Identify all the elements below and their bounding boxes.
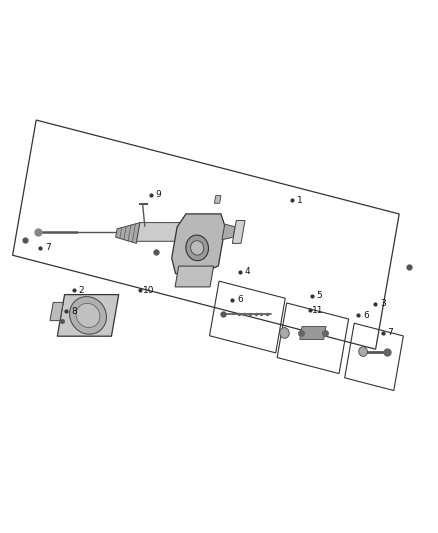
Ellipse shape: [191, 241, 204, 255]
Text: 10: 10: [142, 286, 154, 295]
Text: 3: 3: [380, 299, 385, 308]
Text: 9: 9: [156, 190, 162, 199]
Text: 2: 2: [79, 286, 84, 295]
Ellipse shape: [76, 303, 100, 327]
Text: 7: 7: [388, 328, 393, 337]
Text: 4: 4: [244, 268, 250, 276]
Polygon shape: [172, 214, 225, 273]
Text: 11: 11: [312, 305, 323, 314]
Polygon shape: [232, 221, 245, 244]
Polygon shape: [214, 196, 221, 204]
Ellipse shape: [359, 347, 367, 357]
Ellipse shape: [70, 296, 106, 334]
Text: 8: 8: [71, 306, 77, 316]
Polygon shape: [222, 224, 235, 240]
Polygon shape: [300, 326, 326, 340]
Text: 5: 5: [317, 291, 322, 300]
Text: 7: 7: [45, 244, 51, 253]
Polygon shape: [116, 223, 140, 244]
Polygon shape: [137, 223, 190, 241]
Ellipse shape: [280, 328, 289, 338]
Text: 6: 6: [237, 295, 243, 304]
Polygon shape: [57, 295, 119, 336]
Text: 6: 6: [363, 311, 369, 320]
Text: 1: 1: [297, 196, 303, 205]
Polygon shape: [50, 302, 63, 321]
Ellipse shape: [186, 235, 208, 261]
Polygon shape: [175, 266, 214, 287]
